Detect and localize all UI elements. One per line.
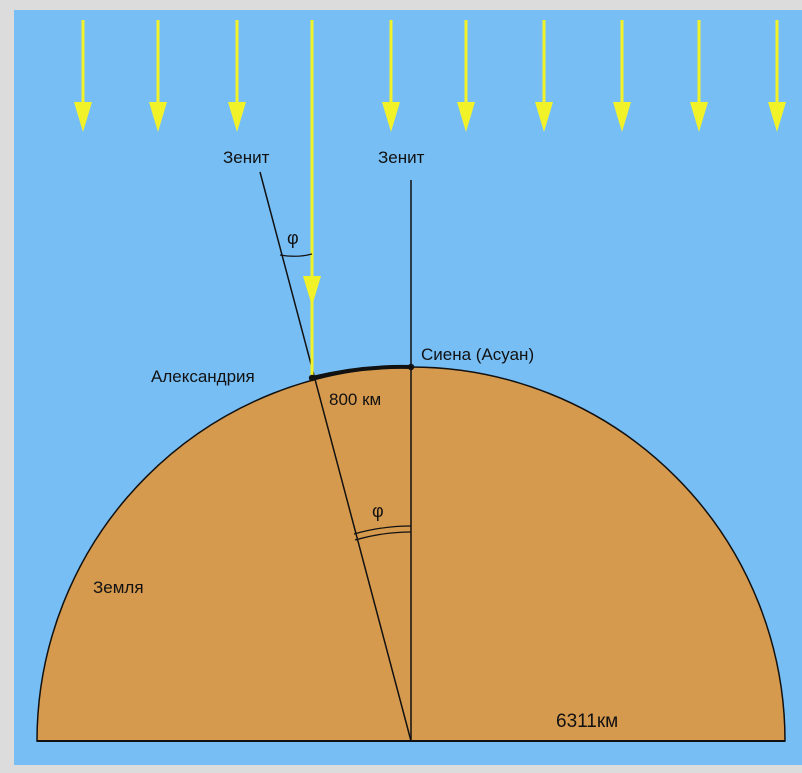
city-arc — [311, 364, 412, 380]
arc-distance-label: 800 км — [329, 390, 381, 409]
sun-ray-arrow-icon — [535, 20, 553, 132]
alexandria-label: Александрия — [151, 367, 255, 386]
phi-top-label: φ — [287, 228, 299, 248]
sun-ray-arrow-icon — [382, 20, 400, 132]
sun-ray-arrow-icon — [228, 20, 246, 132]
phi-center-label: φ — [372, 501, 384, 521]
sun-ray-arrow-icon — [457, 20, 475, 132]
sun-ray-arrow-icon — [149, 20, 167, 132]
alexandria-ray-arrowhead — [303, 276, 321, 306]
sun-ray-arrow-icon — [768, 20, 786, 132]
center-angle-arc-inner — [354, 531, 412, 541]
top-angle-arc — [279, 253, 313, 257]
sun-ray-arrow-icon — [613, 20, 631, 132]
alexandria-zenith-line — [259, 171, 412, 742]
syene-dot — [407, 363, 415, 371]
earth-label: Земля — [93, 578, 144, 597]
sun-ray-arrow-icon — [74, 20, 92, 132]
alexandria-dot — [308, 374, 316, 382]
syene-label: Сиена (Асуан) — [421, 345, 534, 364]
sun-rays — [74, 20, 786, 132]
zenith-left-label: Зенит — [223, 148, 270, 167]
sun-ray-arrow-icon — [690, 20, 708, 132]
zenith-right-label: Зенит — [378, 148, 425, 167]
center-angle-arc-outer — [353, 525, 412, 535]
radius-label: 6311км — [556, 711, 618, 732]
